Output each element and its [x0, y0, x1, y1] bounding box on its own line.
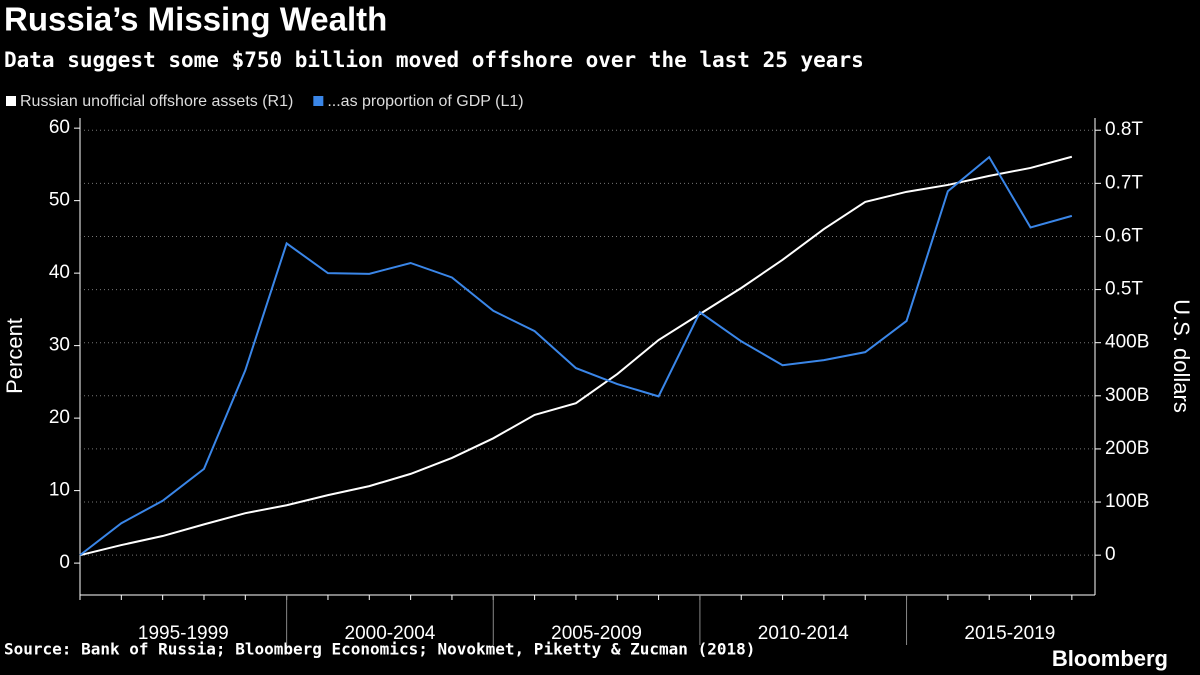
chart-title: Russia’s Missing Wealth	[4, 1, 387, 38]
y2-tick-label: 400B	[1105, 332, 1149, 353]
y-tick-label: 0	[59, 552, 70, 573]
legend-swatch	[6, 96, 16, 106]
y2-tick-label: 0.6T	[1105, 225, 1143, 246]
y2-tick-label: 0.8T	[1105, 119, 1143, 140]
y2-axis-label: U.S. dollars	[1169, 299, 1194, 413]
x-tick-label: 2010-2014	[758, 623, 849, 644]
x-tick-label: 1995-1999	[138, 623, 229, 644]
y2-tick-label: 200B	[1105, 438, 1149, 459]
y-tick-label: 40	[49, 262, 70, 283]
x-tick-label: 2005-2009	[551, 623, 642, 644]
y2-tick-label: 0	[1105, 544, 1116, 565]
y-tick-label: 30	[49, 335, 70, 356]
chart-subtitle: Data suggest some $750 billion moved off…	[4, 48, 864, 72]
y2-tick-label: 0.5T	[1105, 279, 1143, 300]
y-axis-label: Percent	[2, 318, 27, 394]
y-tick-label: 20	[49, 407, 70, 428]
x-tick-label: 2015-2019	[964, 623, 1055, 644]
y2-tick-label: 300B	[1105, 385, 1149, 406]
source: Source: Bank of Russia; Bloomberg Econom…	[4, 640, 755, 659]
legend-label: Russian unofficial offshore assets (R1)	[20, 93, 293, 110]
legend-label: ...as proportion of GDP (L1)	[327, 93, 523, 110]
y-tick-label: 50	[49, 190, 70, 211]
brand: Bloomberg	[1052, 646, 1168, 671]
series-line	[79, 155, 1073, 557]
series-line	[79, 155, 1073, 556]
y-tick-label: 60	[49, 117, 70, 138]
y2-tick-label: 0.7T	[1105, 172, 1143, 193]
x-tick-label: 2000-2004	[345, 623, 436, 644]
legend-swatch	[313, 96, 324, 106]
y-tick-label: 10	[49, 480, 70, 501]
y2-tick-label: 100B	[1105, 491, 1149, 512]
